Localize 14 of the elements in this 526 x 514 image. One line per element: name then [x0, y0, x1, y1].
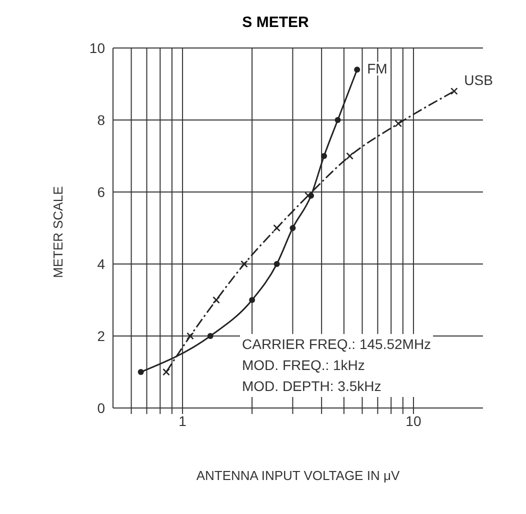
y-axis-title: METER SCALE: [50, 186, 66, 278]
annotation: MOD. FREQ.: 1kHz: [242, 356, 366, 375]
y-tick-label: 2: [97, 328, 106, 344]
annotation: MOD. DEPTH: 3.5kHz: [242, 377, 382, 396]
chart-title: S METER: [241, 14, 310, 31]
y-tick-label: 8: [97, 112, 106, 128]
y-tick-label: 6: [97, 184, 106, 200]
x-axis-title: ANTENNA INPUT VOLTAGE IN μV: [196, 468, 400, 483]
y-tick-label: 10: [89, 40, 106, 56]
y-tick-label: 0: [97, 400, 106, 416]
series-label: USB: [464, 72, 493, 88]
y-tick-label: 4: [97, 256, 106, 272]
annotation: CARRIER FREQ.: 145.52MHz: [242, 335, 432, 354]
x-tick-label: 1: [178, 412, 187, 429]
